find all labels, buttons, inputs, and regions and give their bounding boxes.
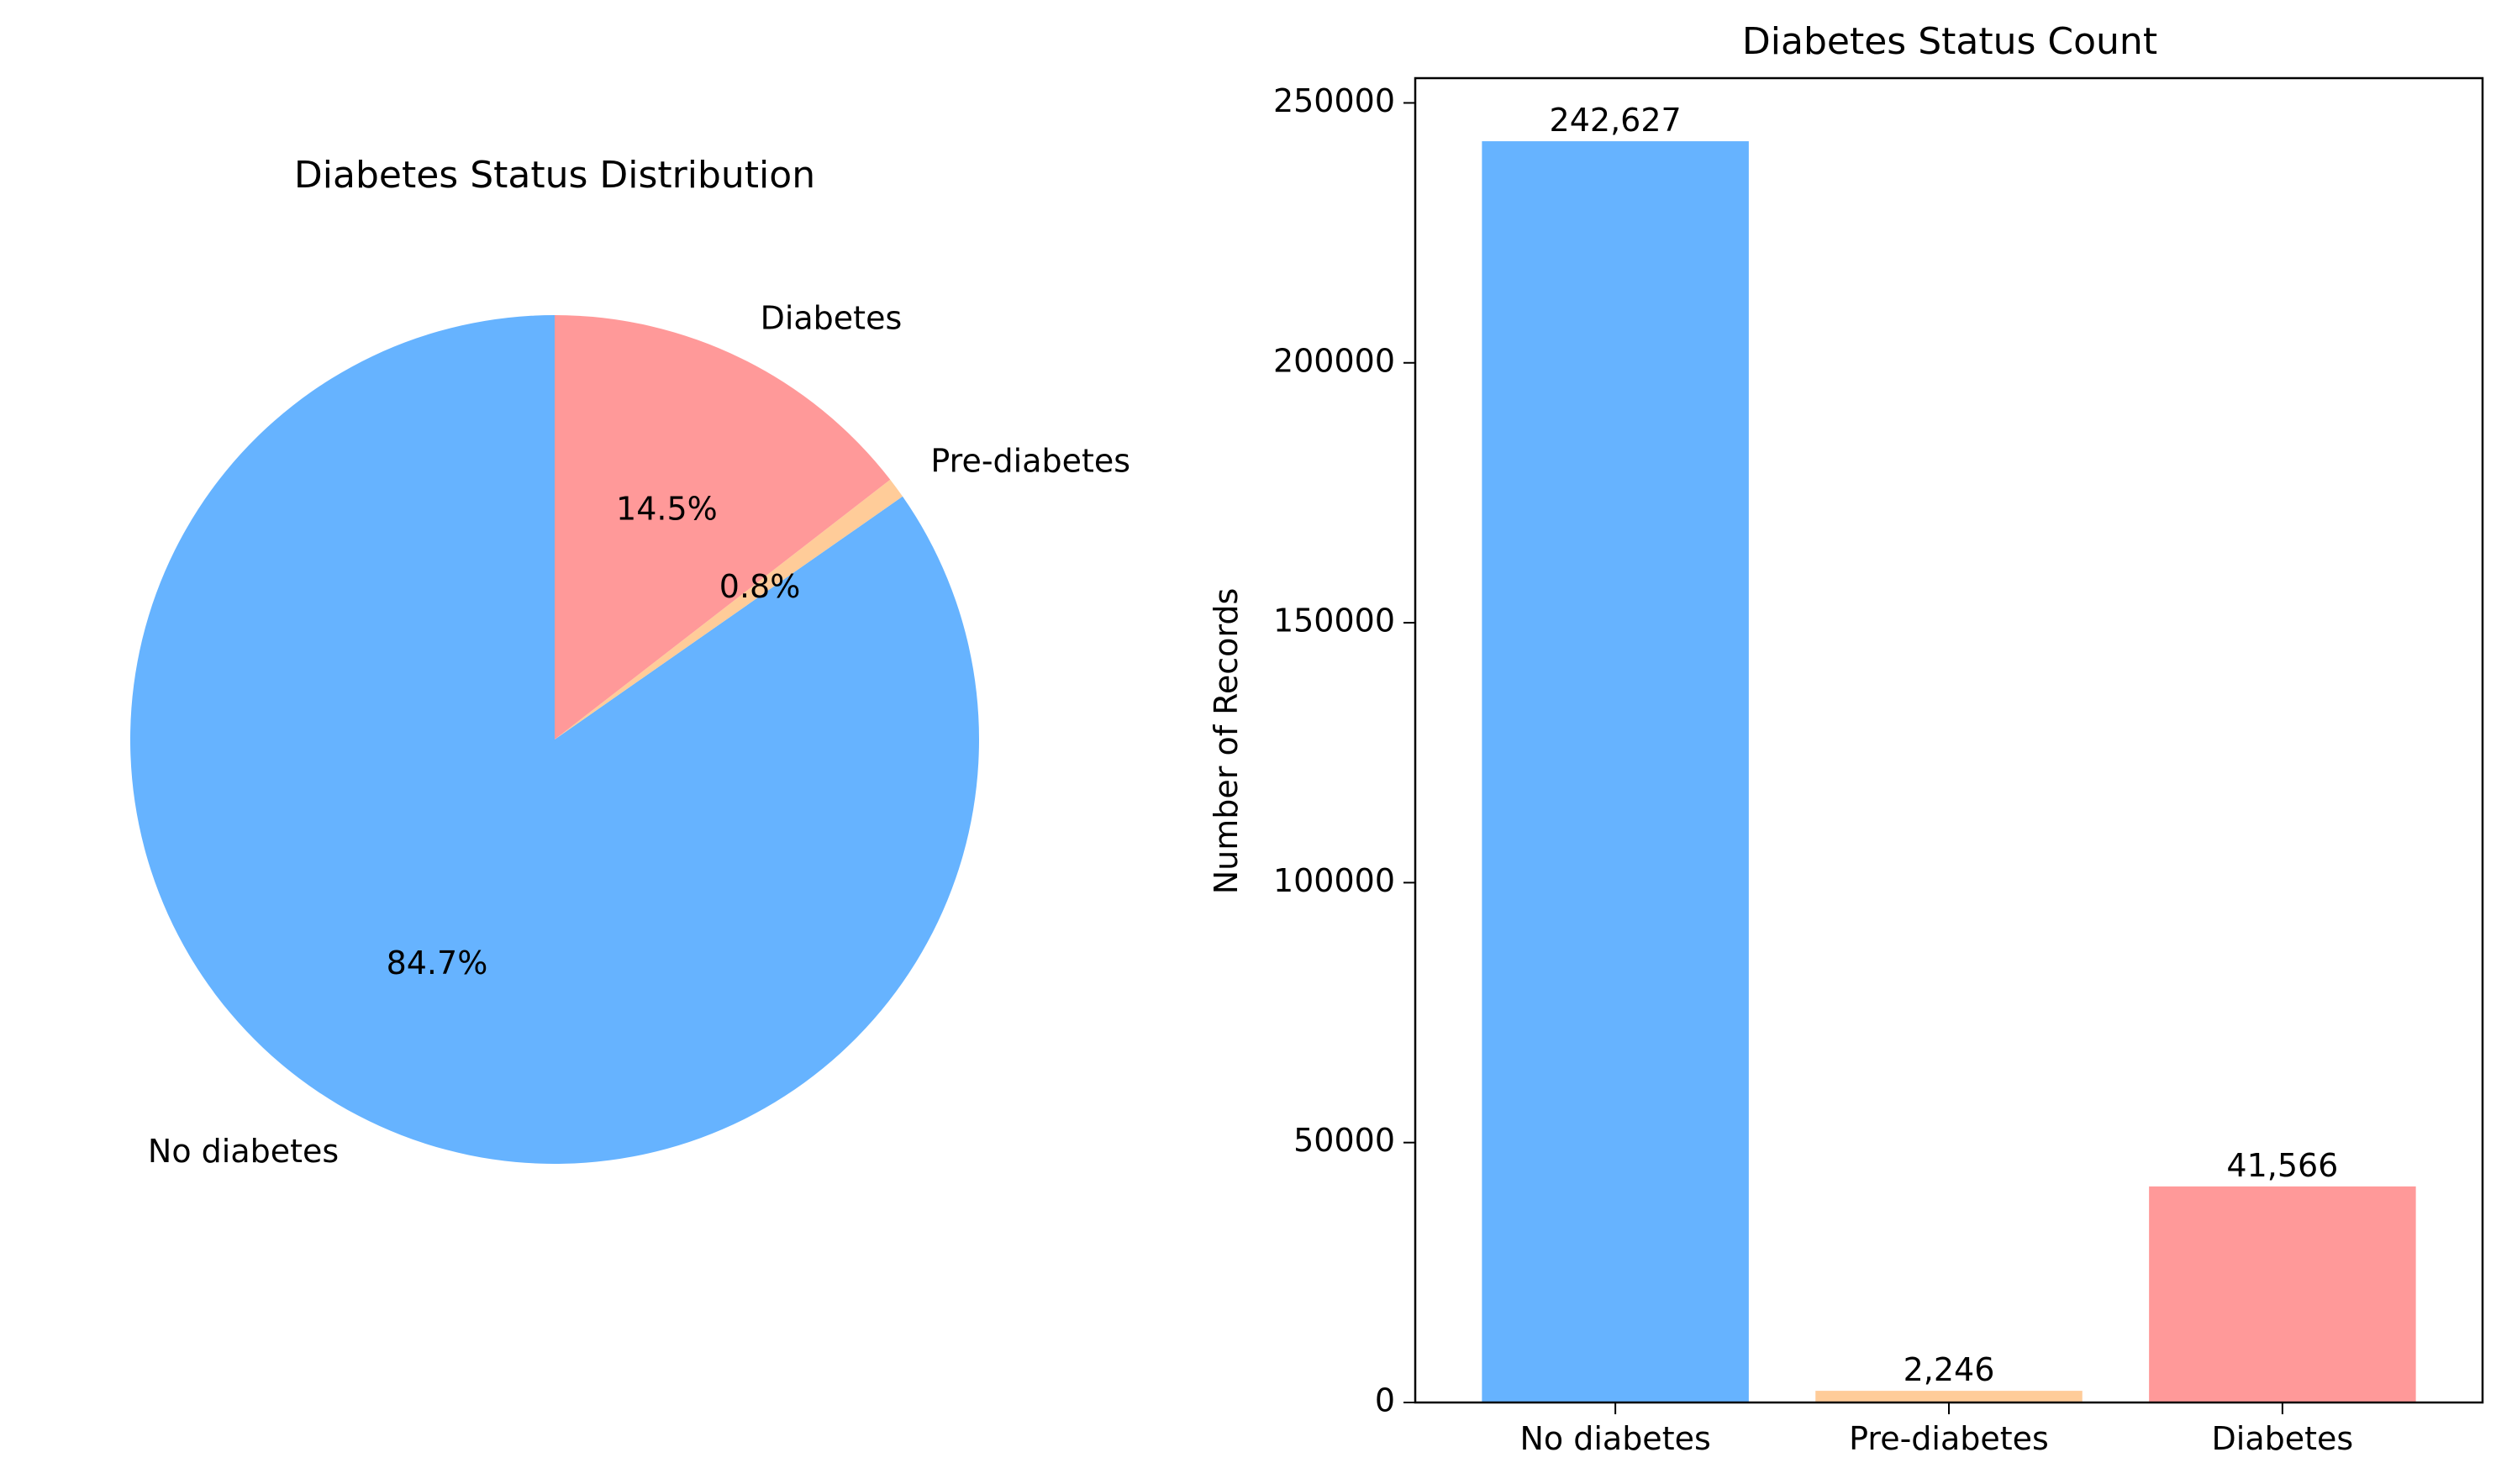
- bar-diabetes: [2149, 1186, 2416, 1402]
- bar-chart: Diabetes Status Count Number of Records …: [1208, 20, 2484, 1457]
- y-tick-label: 100000: [1273, 862, 1395, 899]
- bar-value-label-diabetes: 41,566: [2226, 1147, 2338, 1184]
- y-axis-ticks: 0 50000 100000 150000 200000 250000: [1273, 82, 1415, 1419]
- bar-value-label-pre-diabetes: 2,246: [1904, 1351, 1995, 1388]
- y-tick-label: 250000: [1273, 82, 1395, 119]
- x-tick-label-no-diabetes: No diabetes: [1519, 1420, 1710, 1457]
- pie-percent-diabetes: 14.5%: [616, 490, 718, 527]
- y-tick-label: 50000: [1293, 1122, 1395, 1159]
- y-tick-label: 0: [1375, 1382, 1395, 1419]
- pie-percent-no-diabetes: 84.7%: [387, 945, 488, 981]
- pie-title: Diabetes Status Distribution: [294, 154, 815, 197]
- pie-chart: Diabetes Status Distribution No diabetes…: [130, 154, 1130, 1170]
- bars: [1482, 141, 2416, 1403]
- plot-frame: [1414, 76, 2484, 1404]
- bar-title: Diabetes Status Count: [1742, 20, 2157, 63]
- pie-slice-no-diabetes: [130, 315, 980, 1164]
- y-axis-label: Number of Records: [1208, 588, 1245, 895]
- bar-pre-diabetes: [1815, 1391, 2083, 1402]
- pie-label-pre-diabetes: Pre-diabetes: [930, 442, 1130, 479]
- x-tick-label-pre-diabetes: Pre-diabetes: [1849, 1420, 2049, 1457]
- pie-labels: No diabetes 84.7% Pre-diabetes 0.8% Diabetes…: [148, 300, 1130, 1170]
- pie-slice-pre-diabetes: [555, 479, 903, 739]
- bar-value-labels: 242,627 2,246 41,566: [1550, 102, 2339, 1388]
- pie-percent-pre-diabetes: 0.8%: [719, 568, 801, 605]
- y-tick-label: 150000: [1273, 603, 1395, 639]
- y-tick-label: 200000: [1273, 342, 1395, 379]
- x-tick-label-diabetes: Diabetes: [2212, 1420, 2354, 1457]
- pie-slices: [130, 314, 980, 1164]
- x-axis-ticks: No diabetes Pre-diabetes Diabetes: [1519, 1402, 2353, 1457]
- bar-value-label-no-diabetes: 242,627: [1550, 102, 1682, 139]
- pie-label-no-diabetes: No diabetes: [148, 1133, 339, 1170]
- pie-label-diabetes: Diabetes: [761, 300, 903, 337]
- bar-no-diabetes: [1482, 141, 1749, 1403]
- pie-slice-diabetes: [555, 314, 891, 739]
